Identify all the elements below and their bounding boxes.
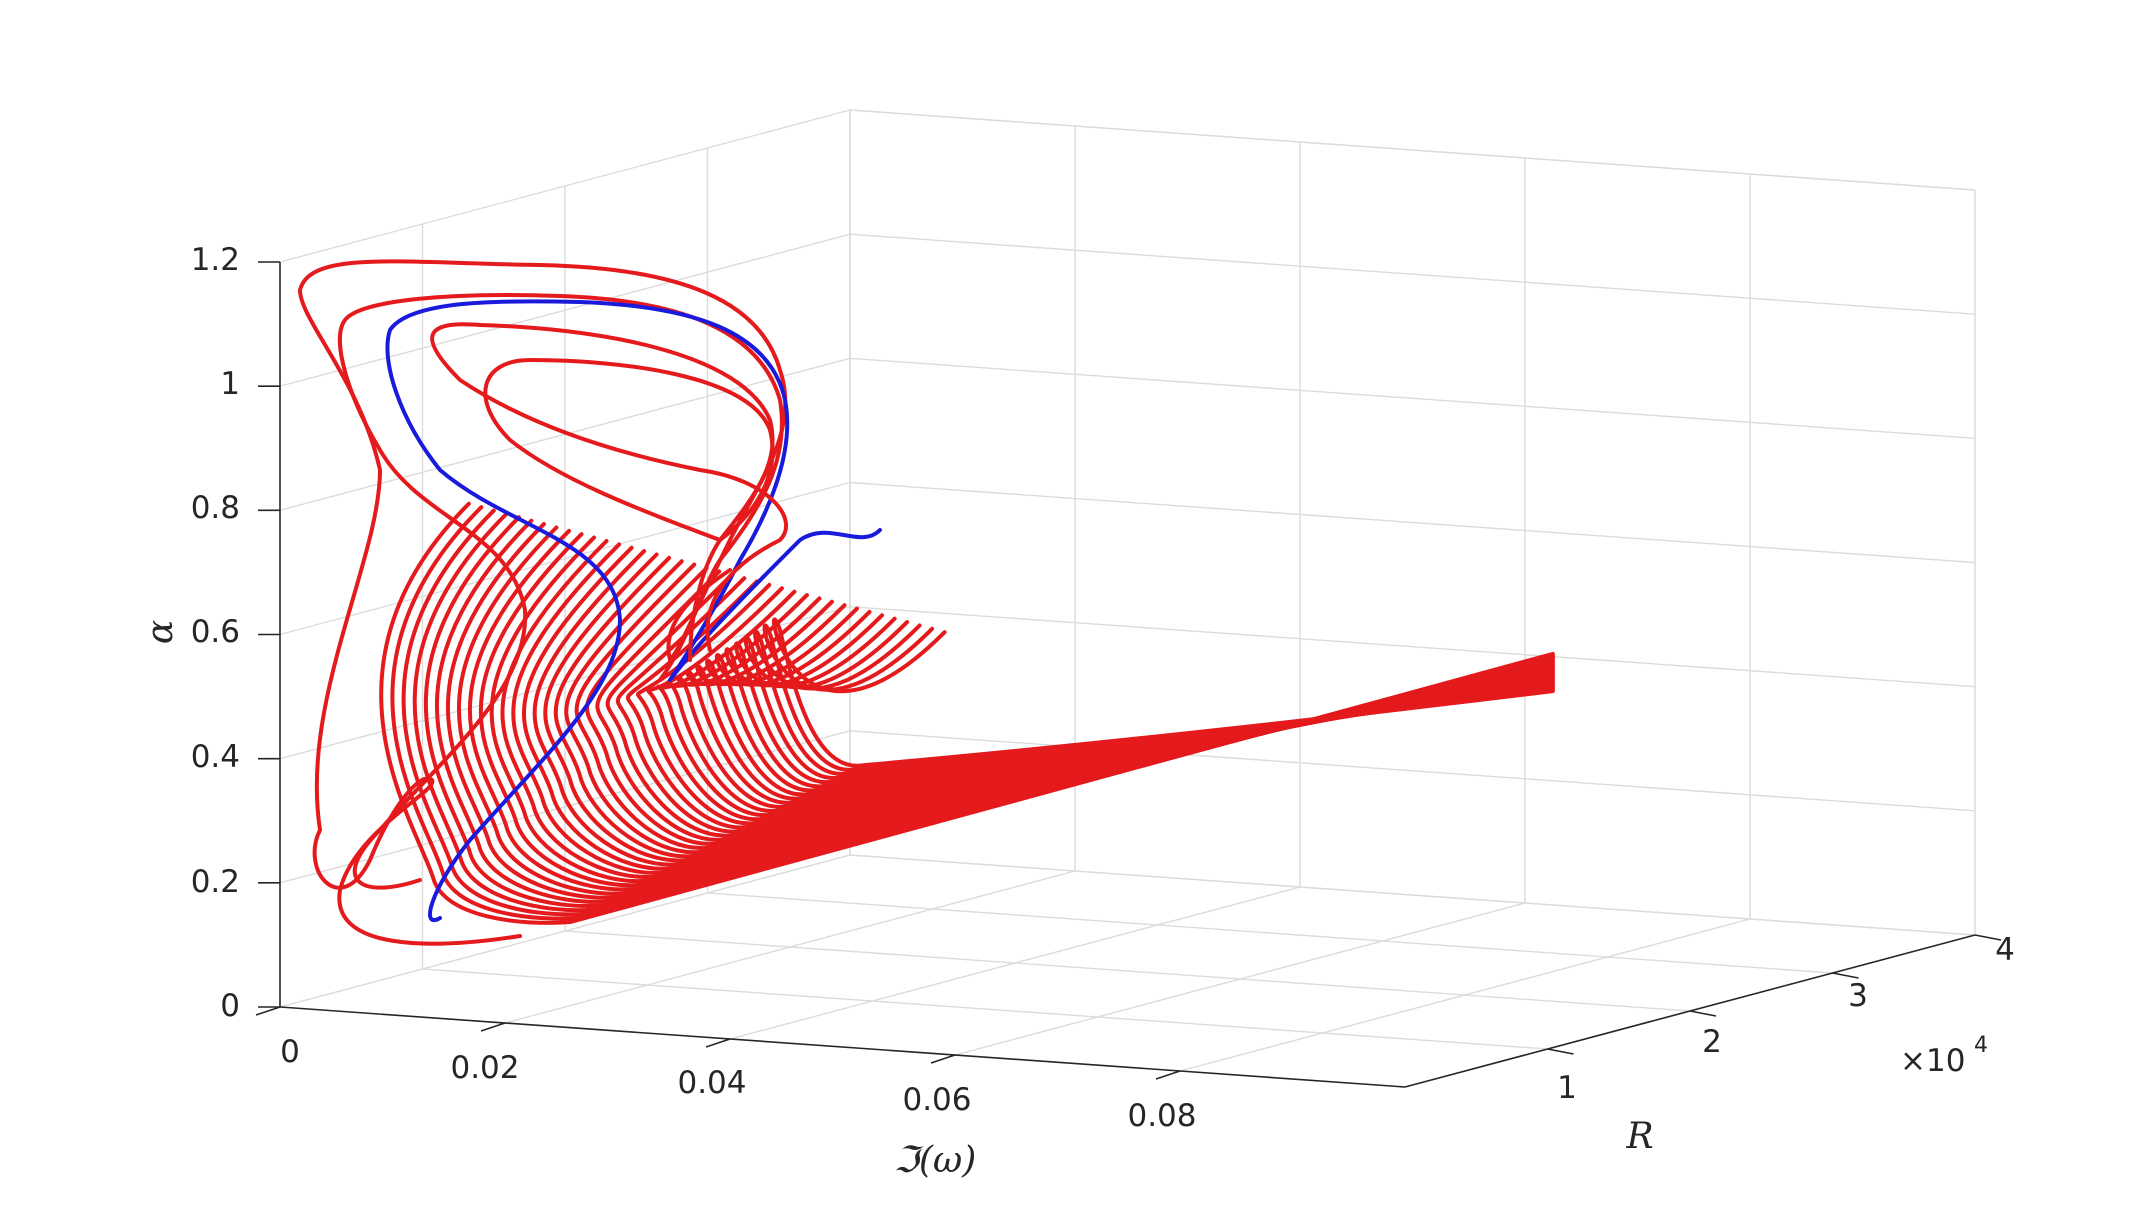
y-tick-mark-0	[1547, 1048, 1574, 1055]
x-axis-line	[279, 1006, 1406, 1088]
z-tick-labels: 0 0.2 0.4 0.6 0.8 1 1.2	[191, 242, 240, 1024]
x-tick-mark-4	[1155, 1070, 1181, 1080]
y-tick-mark-2	[1832, 972, 1859, 979]
z-axis-title: α	[140, 620, 181, 644]
x-tick-mark-3	[930, 1054, 956, 1064]
z-tick-label-1: 0.2	[191, 864, 240, 900]
grid-line-z-side-1	[279, 730, 851, 884]
z-tick-label-5: 1	[220, 366, 240, 402]
x-tick-label-2: 0.04	[677, 1065, 746, 1101]
axes	[255, 261, 2002, 1088]
box-edge-back-top	[849, 109, 1976, 191]
y-exponent-power: 4	[1974, 1033, 1988, 1058]
y-tick-label-1: 2	[1702, 1024, 1722, 1060]
open-curve-38	[771, 617, 1555, 768]
grid-line-z-side-5	[279, 233, 851, 387]
z-tick-label-4: 0.8	[191, 490, 240, 526]
grid-line-y-floor-0	[422, 968, 1548, 1050]
grid-line-z-side-6	[279, 109, 851, 263]
closed-curve-4	[483, 358, 775, 542]
x-tick-label-0: 0	[280, 1034, 300, 1070]
x-tick-mark-1	[480, 1022, 506, 1032]
x-tick-mark-0	[255, 1006, 281, 1016]
curves	[298, 259, 1555, 946]
y-tick-mark-1	[1689, 1010, 1717, 1017]
marginal-curve	[385, 299, 882, 922]
z-tick-label-3: 0.6	[191, 614, 240, 650]
closed-curve-1	[337, 293, 784, 890]
grid-line-z-back-4	[849, 357, 1976, 439]
z-tick-label-6: 1.2	[191, 242, 240, 278]
y-tick-mark-3	[1974, 934, 2002, 941]
x-tick-label-1: 0.02	[450, 1050, 519, 1086]
z-tick-label-0: 0	[220, 988, 240, 1024]
y-tick-labels: 1 2 3 4	[1557, 932, 2015, 1106]
x-tick-label-4: 0.08	[1127, 1098, 1196, 1134]
grid-line-z-side-0	[279, 854, 851, 1008]
y-exponent: ×10 4	[1900, 1033, 1988, 1079]
closed-curve-3	[430, 322, 788, 662]
x-tick-mark-2	[705, 1038, 731, 1048]
grid-line-z-back-1	[849, 730, 1976, 812]
y-exponent-base: ×10	[1900, 1043, 1965, 1079]
x-axis-title: ℑ(ω)	[894, 1140, 977, 1181]
y-tick-label-2: 3	[1848, 978, 1868, 1014]
y-tick-label-3: 4	[1995, 932, 2015, 968]
x-tick-label-3: 0.06	[902, 1082, 971, 1118]
x-tick-labels: 0 0.02 0.04 0.06 0.08	[280, 1034, 1196, 1134]
y-tick-label-0: 1	[1557, 1070, 1577, 1106]
grid-line-z-back-3	[849, 481, 1976, 564]
grid-line-z-back-0	[849, 854, 1976, 936]
grid-line-y-floor-2	[707, 892, 1833, 974]
grid-line-z-back-5	[849, 233, 1976, 315]
grid-line-y-floor-1	[564, 930, 1691, 1012]
y-axis-title: R	[1625, 1116, 1653, 1157]
z-tick-label-2: 0.4	[191, 739, 240, 775]
grid	[279, 109, 1976, 1072]
grid-line-z-back-2	[849, 606, 1976, 688]
